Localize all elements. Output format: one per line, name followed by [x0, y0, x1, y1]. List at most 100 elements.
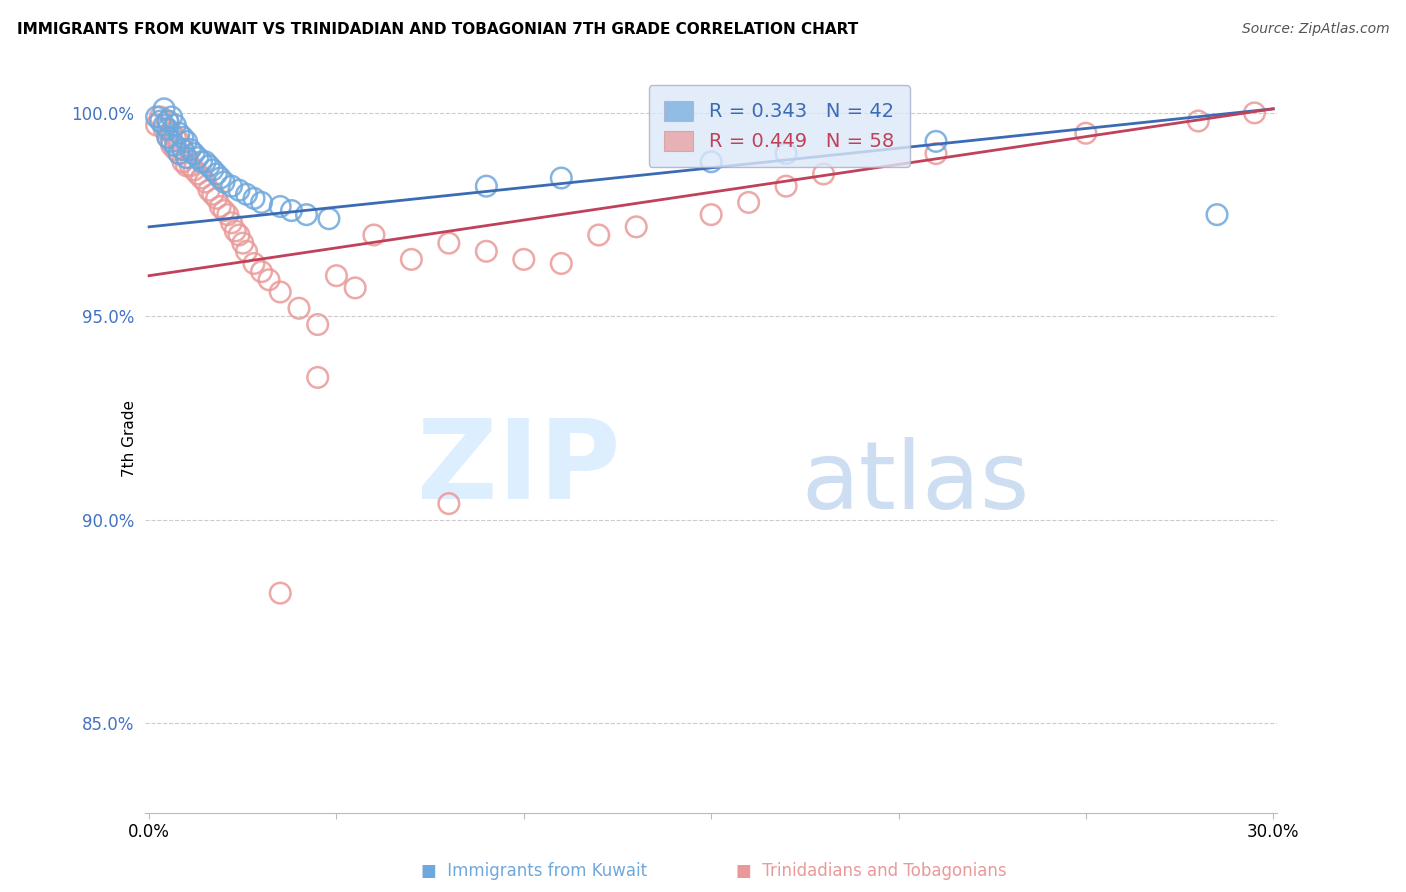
Point [232, 236, 254, 251]
Point [165, 130, 187, 145]
Point [318, 211, 340, 226]
Point [235, 187, 257, 202]
Point [243, 191, 266, 205]
Point [209, 200, 232, 214]
Point [160, 126, 183, 140]
Point [160, 135, 183, 149]
Point [221, 216, 243, 230]
Legend: R = 0.343   N = 42, R = 0.449   N = 58: R = 0.343 N = 42, R = 0.449 N = 58 [648, 85, 910, 167]
Point [307, 318, 329, 332]
Point [221, 179, 243, 194]
Point [437, 497, 460, 511]
Point [156, 122, 179, 136]
Point [198, 183, 221, 197]
Point [176, 151, 198, 165]
Point [1206, 208, 1229, 222]
Y-axis label: 7th Grade: 7th Grade [122, 400, 136, 477]
Point [187, 151, 209, 165]
Point [145, 110, 167, 124]
Point [172, 143, 194, 157]
Point [153, 118, 176, 132]
Point [550, 171, 572, 186]
Point [250, 265, 273, 279]
Point [167, 135, 190, 149]
Point [172, 130, 194, 145]
Point [167, 126, 190, 140]
Point [257, 273, 280, 287]
Point [925, 135, 948, 149]
Point [153, 122, 176, 136]
Point [153, 102, 176, 116]
Point [172, 154, 194, 169]
Point [737, 195, 759, 210]
Text: atlas: atlas [801, 437, 1031, 530]
Point [269, 586, 291, 600]
Point [250, 195, 273, 210]
Point [190, 171, 212, 186]
Point [700, 154, 723, 169]
Point [160, 110, 183, 124]
Point [179, 143, 201, 157]
Point [513, 252, 536, 267]
Point [167, 146, 190, 161]
Point [176, 159, 198, 173]
Point [149, 110, 172, 124]
Point [190, 154, 212, 169]
Point [1187, 114, 1209, 128]
Point [813, 167, 835, 181]
Point [925, 146, 948, 161]
Text: ZIP: ZIP [418, 415, 620, 522]
Point [149, 114, 172, 128]
Point [1074, 126, 1097, 140]
Point [269, 285, 291, 299]
Point [167, 146, 190, 161]
Point [183, 162, 205, 177]
Point [198, 159, 221, 173]
Point [209, 171, 232, 186]
Point [156, 130, 179, 145]
Point [775, 146, 797, 161]
Point [212, 175, 235, 189]
Point [307, 370, 329, 384]
Point [179, 159, 201, 173]
Point [183, 146, 205, 161]
Point [235, 244, 257, 259]
Point [550, 256, 572, 270]
Point [205, 191, 228, 205]
Point [187, 167, 209, 181]
Point [295, 208, 318, 222]
Point [475, 244, 498, 259]
Point [437, 236, 460, 251]
Point [588, 227, 610, 242]
Point [243, 256, 266, 270]
Point [626, 219, 648, 234]
Point [363, 227, 385, 242]
Point [269, 200, 291, 214]
Point [156, 114, 179, 128]
Point [156, 114, 179, 128]
Point [172, 143, 194, 157]
Text: ■  Immigrants from Kuwait: ■ Immigrants from Kuwait [422, 863, 647, 880]
Point [700, 208, 723, 222]
Point [176, 135, 198, 149]
Point [160, 138, 183, 153]
Point [401, 252, 423, 267]
Point [288, 301, 311, 316]
Point [205, 167, 228, 181]
Point [212, 203, 235, 218]
Point [775, 179, 797, 194]
Point [475, 179, 498, 194]
Point [165, 143, 187, 157]
Point [156, 130, 179, 145]
Text: ■  Trinidadians and Tobagonians: ■ Trinidadians and Tobagonians [737, 863, 1007, 880]
Point [145, 118, 167, 132]
Point [165, 118, 187, 132]
Point [224, 224, 246, 238]
Text: Source: ZipAtlas.com: Source: ZipAtlas.com [1241, 22, 1389, 37]
Point [165, 138, 187, 153]
Point [194, 175, 217, 189]
Point [217, 208, 239, 222]
Text: IMMIGRANTS FROM KUWAIT VS TRINIDADIAN AND TOBAGONIAN 7TH GRADE CORRELATION CHART: IMMIGRANTS FROM KUWAIT VS TRINIDADIAN AN… [17, 22, 858, 37]
Point [1243, 106, 1265, 120]
Point [344, 281, 367, 295]
